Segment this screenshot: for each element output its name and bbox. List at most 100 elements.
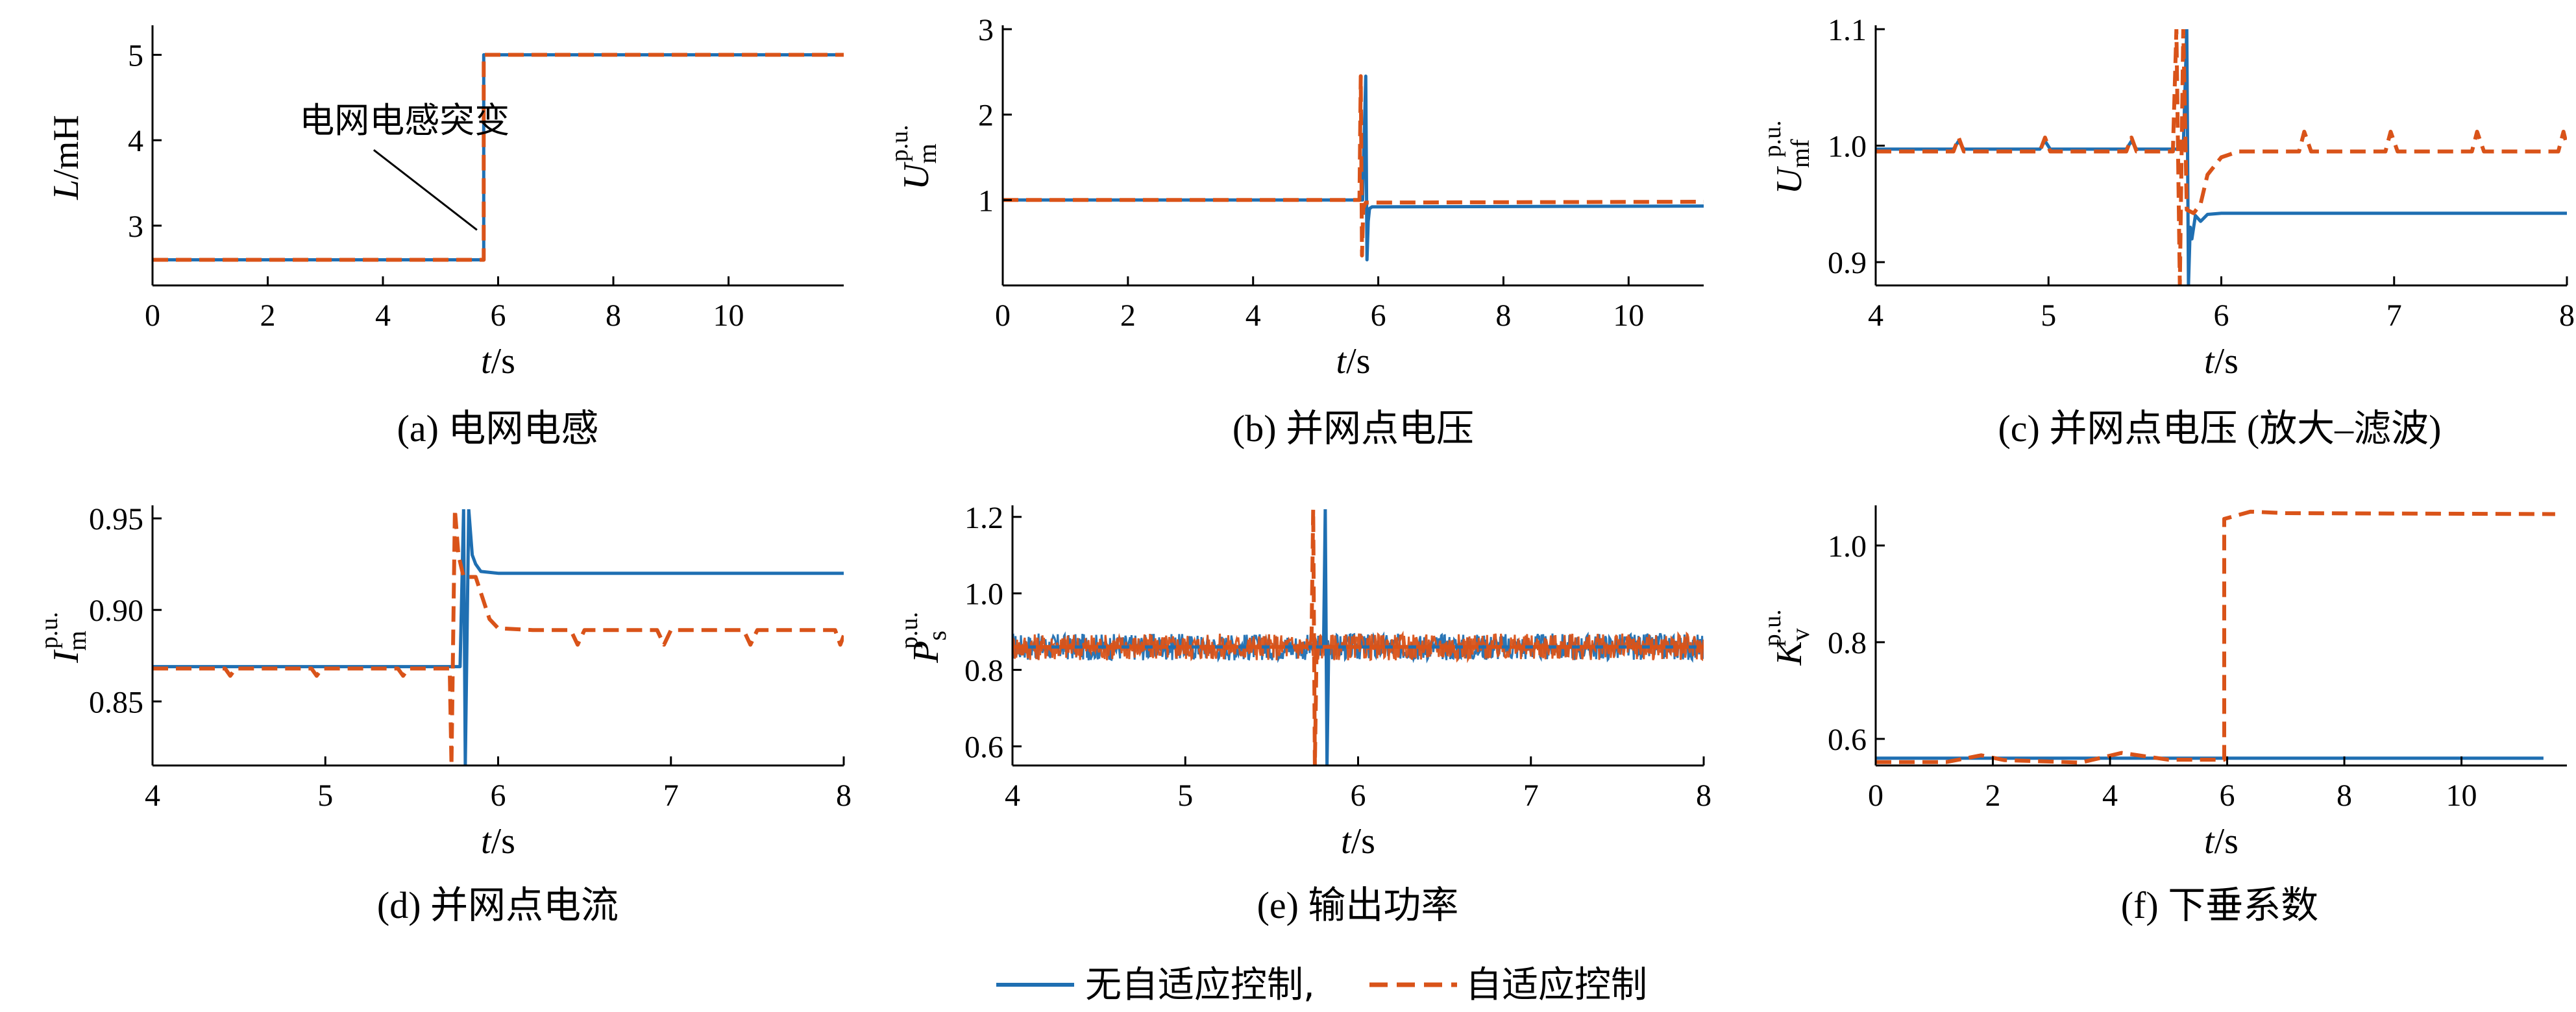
x-tick-label: 6 [1351, 778, 1366, 813]
x-tick-label: 2 [260, 298, 276, 333]
x-axis-unit: /s [2214, 341, 2239, 381]
y-axis-superscript: p.u. [886, 125, 913, 162]
x-axis-label: t/s [1341, 821, 1375, 861]
y-axis-symbol: I [46, 649, 86, 664]
y-tick-label: 1.2 [964, 501, 1003, 535]
x-tick-label: 8 [836, 778, 852, 813]
series-line-adaptive [1876, 509, 2555, 765]
x-tick-label: 6 [2220, 778, 2235, 813]
y-axis-symbol: L [46, 180, 86, 200]
x-tick-label: 2 [1985, 778, 2001, 813]
y-axis-subscript: s [922, 631, 951, 641]
x-axis-label: t/s [2204, 821, 2239, 861]
x-tick-label: 5 [2041, 298, 2056, 333]
x-axis-symbol: t [1341, 821, 1352, 861]
x-tick-label: 0 [1868, 778, 1883, 813]
y-axis-superscript: p.u. [1759, 609, 1786, 646]
x-axis-label: t/s [481, 341, 515, 381]
y-axis-label: Kvp.u. [1759, 609, 1815, 666]
x-tick-label: 6 [1371, 298, 1386, 333]
x-axis-symbol: t [2204, 821, 2215, 861]
caption-b: (b) 并网点电压 [1233, 407, 1474, 450]
caption-d: (d) 并网点电流 [377, 884, 619, 926]
x-tick-label: 5 [1177, 778, 1193, 813]
x-axis-unit: /s [491, 341, 515, 381]
x-tick-label: 4 [375, 298, 391, 333]
x-axis-symbol: t [481, 341, 492, 381]
annotation-leader [373, 149, 478, 231]
series-line-adaptive [153, 509, 844, 765]
y-tick-label: 0.90 [89, 594, 143, 628]
x-tick-label: 6 [2214, 298, 2229, 333]
x-axis-unit: /s [1351, 821, 1375, 861]
legend-label-no-adaptive: 无自适应控制, [1085, 964, 1315, 1006]
x-axis-symbol: t [481, 821, 492, 861]
y-axis-superscript: p.u. [896, 612, 923, 649]
y-tick-label: 0.6 [1828, 723, 1867, 757]
series-line-no-adaptive [1003, 74, 1704, 261]
x-tick-label: 8 [2559, 298, 2575, 333]
panel-f: (f) 下垂系数 0 2 4 6 8 10 0.6 0.8 1.0 t/s Kvp.u. [1759, 505, 2567, 926]
y-axis-unit: /mH [46, 115, 86, 180]
x-tick-label: 10 [1613, 298, 1644, 333]
x-tick-label: 8 [1696, 778, 1711, 813]
series-line-no-adaptive [153, 509, 844, 765]
panel-a: (a) 电网电感 0 2 4 6 8 10 3 4 5 t/s L/mH 电网电感突变 [46, 25, 844, 450]
y-axis-subscript: m [62, 631, 92, 651]
x-axis-label: t/s [2204, 341, 2239, 381]
x-tick-label: 5 [317, 778, 333, 813]
x-tick-label: 4 [1868, 298, 1883, 333]
y-tick-label: 3 [128, 210, 143, 244]
x-axis-unit: /s [1346, 341, 1370, 381]
x-tick-label: 10 [713, 298, 744, 333]
panel-e: (e) 输出功率 4 5 6 7 8 0.6 0.8 1.0 1.2 t/s Psp.u. [896, 501, 1711, 926]
y-tick-label: 0.85 [89, 685, 143, 719]
y-axis-superscript: p.u. [36, 612, 63, 649]
y-tick-label: 1.0 [1828, 130, 1867, 164]
x-axis-symbol: t [2204, 341, 2215, 381]
x-tick-label: 0 [145, 298, 160, 333]
y-axis-subscript: mf [1785, 139, 1815, 168]
x-tick-label: 4 [145, 778, 160, 813]
x-tick-label: 4 [1005, 778, 1020, 813]
x-axis-label: t/s [481, 821, 515, 861]
x-tick-label: 7 [2386, 298, 2402, 333]
panel-d: (d) 并网点电流 4 5 6 7 8 0.85 0.90 0.95 t/s Imp.u. [36, 502, 852, 926]
series-line-adaptive [153, 53, 844, 262]
x-tick-label: 8 [606, 298, 621, 333]
x-tick-label: 8 [1495, 298, 1511, 333]
y-axis-label: Umfp.u. [1759, 121, 1815, 195]
y-tick-label: 0.8 [1828, 626, 1867, 660]
y-tick-label: 1 [978, 184, 994, 218]
x-axis-unit: /s [491, 821, 515, 861]
y-tick-label: 1.0 [1828, 529, 1867, 564]
y-tick-label: 0.95 [89, 502, 143, 536]
x-axis-symbol: t [1336, 341, 1347, 381]
series-line-adaptive [1012, 509, 1704, 765]
series-line-adaptive [1876, 29, 2567, 285]
y-axis-superscript: p.u. [1759, 121, 1786, 158]
y-tick-label: 1.1 [1828, 13, 1867, 47]
y-axis-label: Ump.u. [886, 125, 942, 190]
annotation-text: 电网电感突变 [299, 100, 509, 141]
y-tick-label: 3 [978, 13, 994, 47]
x-tick-label: 7 [663, 778, 679, 813]
x-tick-label: 4 [2102, 778, 2118, 813]
caption-f: (f) 下垂系数 [2121, 884, 2318, 926]
panel-c: (c) 并网点电压 (放大–滤波) 4 5 6 7 8 0.9 1.0 1.1 t/s Umfp.… [1759, 13, 2575, 450]
y-axis-symbol: P [906, 641, 946, 664]
x-tick-label: 10 [2446, 778, 2477, 813]
y-axis-symbol: U [1769, 165, 1809, 194]
caption-a: (a) 电网电感 [397, 407, 599, 450]
y-axis-label: L/mH [46, 115, 86, 200]
caption-e: (e) 输出功率 [1257, 884, 1459, 926]
y-tick-label: 2 [978, 99, 994, 133]
series-line-no-adaptive [153, 53, 844, 261]
x-tick-label: 0 [995, 298, 1011, 333]
caption-c: (c) 并网点电压 (放大–滤波) [1998, 407, 2441, 450]
y-tick-label: 0.6 [964, 730, 1003, 765]
y-tick-label: 4 [128, 124, 143, 158]
series-line-adaptive [1003, 74, 1704, 258]
